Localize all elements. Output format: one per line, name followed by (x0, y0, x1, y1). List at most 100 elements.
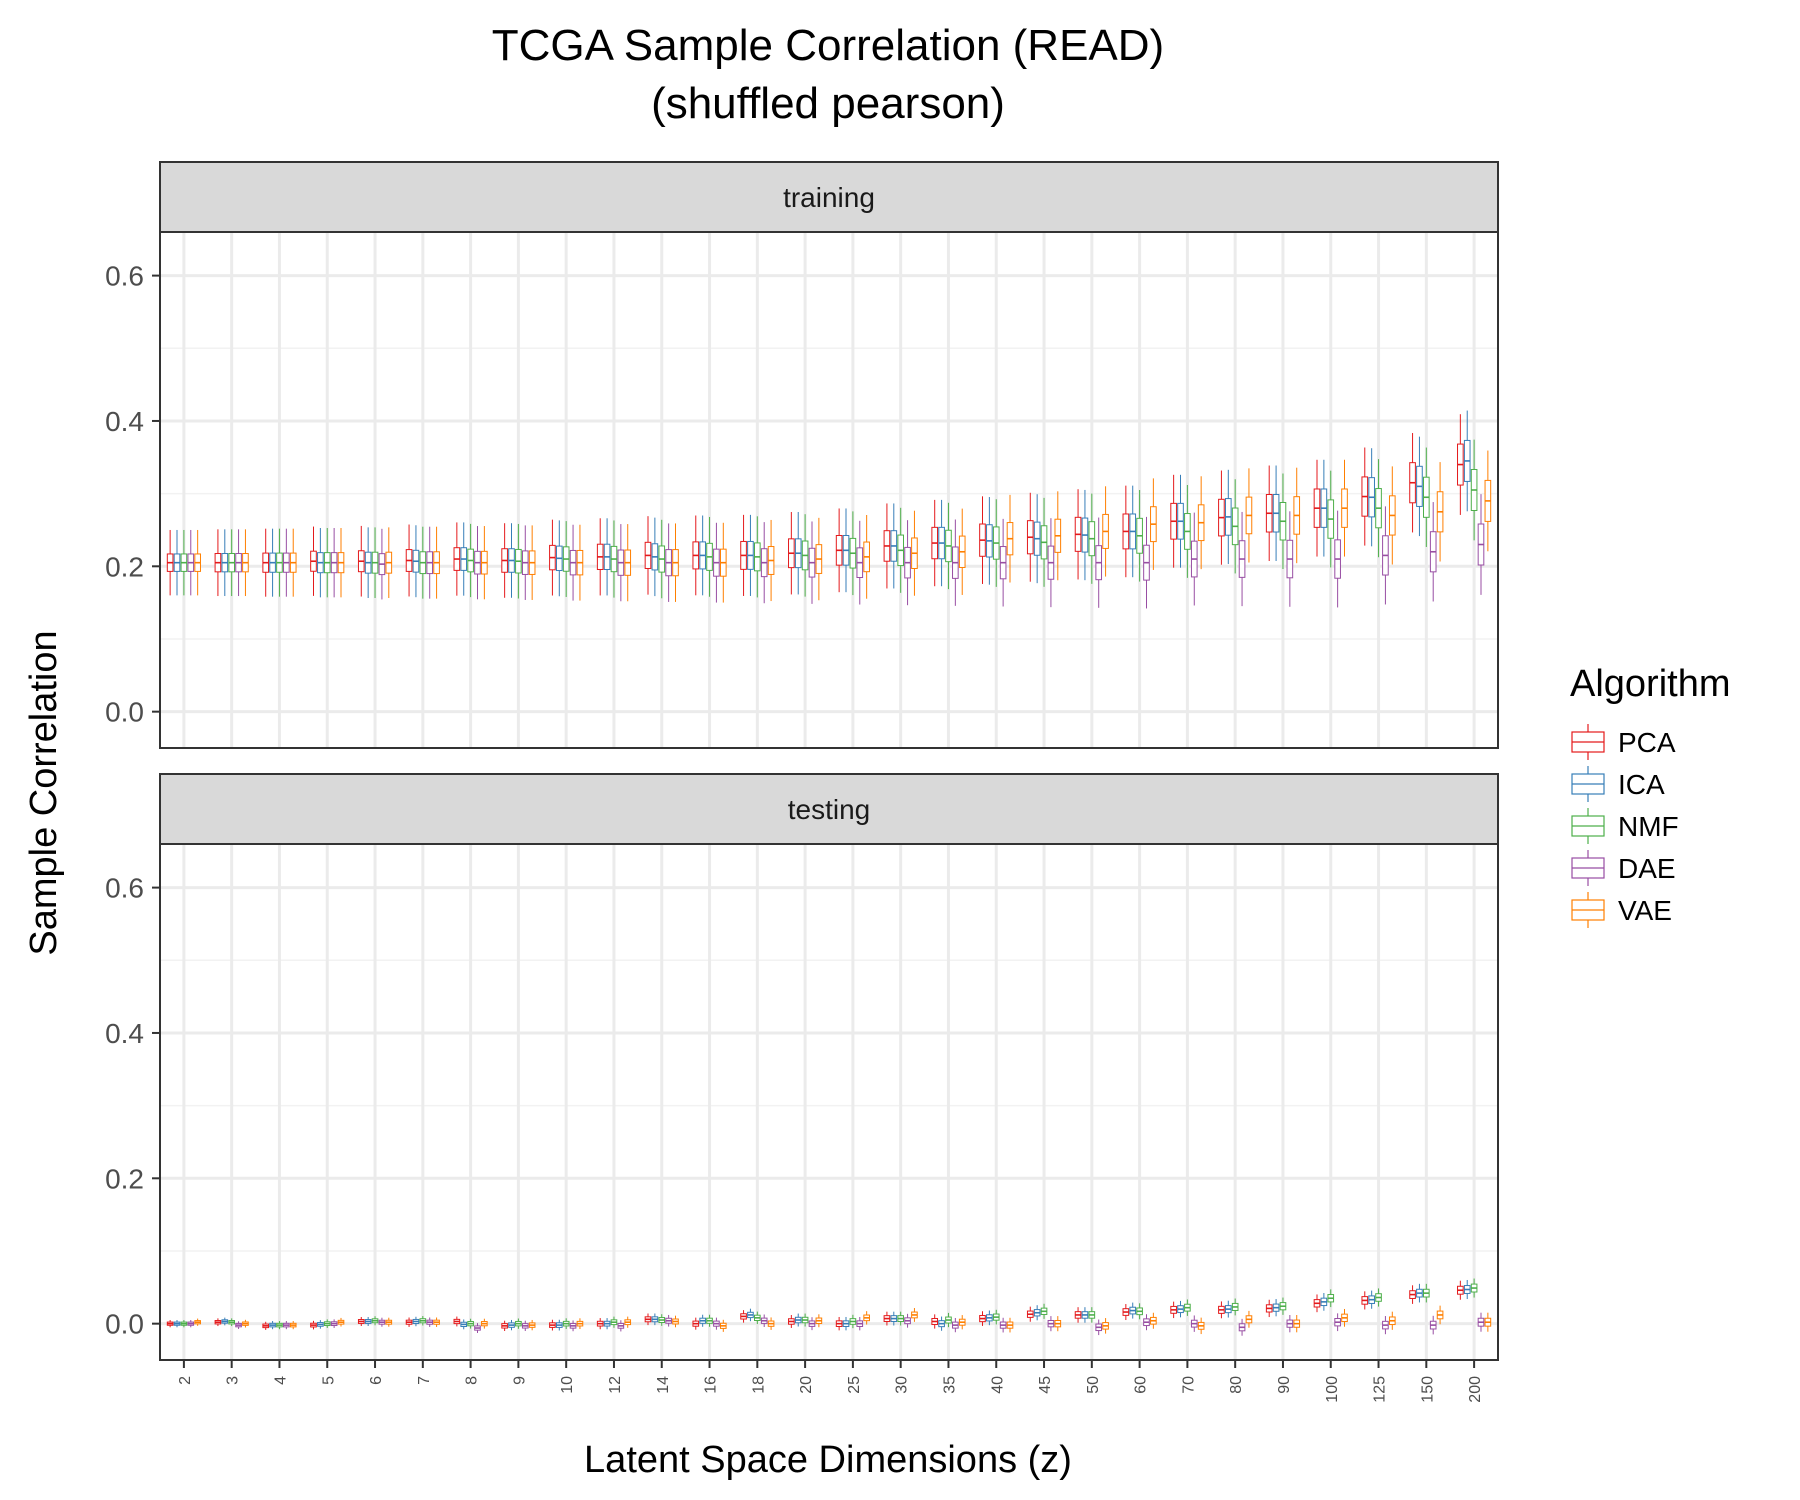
box-training-dae-z12 (617, 524, 625, 602)
box-testing-pca-z7 (405, 1317, 413, 1327)
box-testing-ica-z45 (1033, 1305, 1041, 1321)
chart-title: TCGA Sample Correlation (READ) (492, 21, 1164, 70)
box-training-ica-z18 (747, 514, 754, 596)
box-testing-nmf-z90 (1279, 1297, 1287, 1315)
box-testing-vae-z12 (624, 1316, 632, 1328)
box-training-nmf-z2 (180, 529, 188, 596)
box-training-dae-z70 (1190, 512, 1198, 606)
box-testing-dae-z5 (330, 1319, 338, 1328)
box-training-ica-z100 (1320, 459, 1328, 557)
box-training-vae-z150 (1436, 462, 1444, 562)
y-tick-label: 0.4 (105, 406, 144, 437)
box-training-vae-z50 (1102, 486, 1109, 577)
box-training-nmf-z60 (1136, 490, 1143, 582)
box-training-ica-z90 (1272, 465, 1280, 562)
box-training-pca-z25 (835, 508, 843, 593)
y-tick-label: 0.0 (105, 697, 144, 728)
box-training-nmf-z20 (801, 514, 809, 597)
box-training-pca-z100 (1313, 459, 1321, 557)
box-training-dae-z30 (904, 520, 911, 606)
box-training-nmf-z150 (1423, 447, 1430, 547)
box-testing-pca-z14 (644, 1313, 652, 1326)
box-testing-dae-z4 (283, 1321, 290, 1330)
box-testing-pca-z125 (1361, 1291, 1369, 1310)
box-testing-dae-z35 (952, 1317, 959, 1333)
box-testing-pca-z12 (596, 1318, 604, 1330)
box-training-ica-z150 (1416, 436, 1423, 537)
box-testing-vae-z70 (1197, 1317, 1205, 1335)
box-testing-ica-z18 (747, 1308, 754, 1322)
x-tick-label: 80 (1228, 1376, 1245, 1394)
box-testing-ica-z7 (412, 1316, 420, 1327)
box-testing-nmf-z4 (276, 1321, 283, 1330)
box-testing-vae-z4 (289, 1321, 297, 1330)
box-training-vae-z3 (242, 529, 249, 597)
box-training-dae-z9 (521, 525, 529, 600)
box-training-pca-z70 (1170, 474, 1177, 568)
x-tick-label: 35 (941, 1376, 958, 1394)
box-testing-pca-z4 (262, 1321, 270, 1330)
x-tick-label: 12 (607, 1376, 624, 1394)
box-training-vae-z16 (719, 522, 727, 603)
box-training-vae-z10 (576, 524, 584, 601)
box-testing-ica-z40 (986, 1310, 993, 1326)
box-testing-nmf-z45 (1040, 1303, 1048, 1319)
box-training-pca-z35 (931, 499, 939, 587)
box-testing-nmf-z25 (849, 1314, 857, 1329)
box-training-vae-z25 (863, 515, 870, 599)
chart-subtitle: (shuffled pearson) (651, 79, 1005, 128)
box-training-ica-z200 (1463, 410, 1471, 512)
box-training-dae-z50 (1095, 517, 1103, 608)
box-training-vae-z4 (289, 528, 297, 597)
box-training-ica-z125 (1368, 448, 1375, 547)
box-testing-vae-z20 (815, 1314, 823, 1328)
box-training-nmf-z125 (1375, 459, 1382, 558)
box-training-vae-z7 (433, 526, 440, 599)
box-training-nmf-z7 (419, 526, 427, 599)
box-testing-ica-z16 (699, 1314, 706, 1327)
x-tick-label: 10 (559, 1376, 576, 1394)
box-testing-ica-z8 (460, 1319, 468, 1330)
box-training-vae-z14 (672, 523, 679, 602)
box-testing-nmf-z200 (1470, 1278, 1478, 1298)
box-testing-vae-z60 (1150, 1312, 1157, 1329)
box-training-vae-z40 (1006, 494, 1014, 583)
box-testing-ica-z35 (938, 1316, 945, 1331)
box-testing-dae-z150 (1429, 1315, 1437, 1335)
box-training-pca-z20 (788, 512, 795, 595)
box-testing-pca-z90 (1265, 1299, 1273, 1318)
box-training-pca-z4 (262, 528, 270, 597)
box-training-pca-z8 (453, 522, 461, 596)
box-training-vae-z60 (1150, 478, 1157, 570)
x-tick-label: 30 (894, 1376, 911, 1394)
x-tick-label: 60 (1133, 1376, 1150, 1394)
box-training-pca-z5 (310, 526, 317, 596)
box-testing-vae-z18 (767, 1317, 775, 1330)
box-testing-dae-z9 (521, 1320, 529, 1332)
box-testing-ica-z5 (317, 1320, 324, 1329)
box-testing-pca-z8 (453, 1316, 461, 1327)
legend-entry-vae: VAE (1571, 892, 1672, 928)
box-testing-ica-z200 (1463, 1279, 1471, 1300)
box-training-ica-z25 (842, 508, 850, 593)
box-testing-ica-z125 (1368, 1290, 1375, 1309)
box-training-vae-z20 (815, 517, 823, 601)
box-training-nmf-z35 (945, 502, 952, 590)
panel-background (160, 232, 1498, 748)
box-testing-ica-z60 (1129, 1302, 1137, 1319)
box-testing-pca-z30 (883, 1311, 891, 1326)
box-training-ica-z14 (651, 517, 659, 597)
legend-label: ICA (1618, 769, 1665, 800)
box-testing-dae-z100 (1334, 1313, 1341, 1332)
box-training-pca-z18 (740, 514, 747, 596)
box-testing-ica-z25 (842, 1316, 850, 1331)
box-training-ica-z6 (364, 527, 372, 598)
x-tick-label: 7 (416, 1376, 433, 1385)
box-testing-nmf-z125 (1375, 1288, 1382, 1307)
box-testing-nmf-z40 (992, 1309, 1000, 1325)
box-training-ica-z50 (1081, 489, 1089, 581)
box-testing-vae-z9 (528, 1319, 536, 1331)
box-testing-ica-z70 (1177, 1300, 1184, 1318)
box-testing-ica-z80 (1224, 1300, 1232, 1318)
